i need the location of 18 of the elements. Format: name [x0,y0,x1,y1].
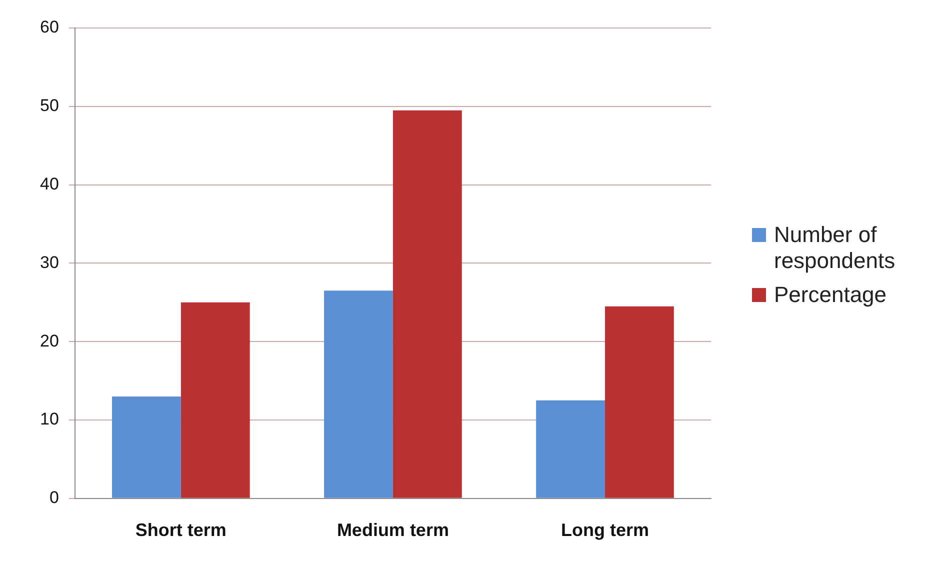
x-tick-label: Long term [560,520,649,540]
bar [112,396,181,498]
y-tick-label: 60 [40,18,59,37]
bar [392,110,462,498]
bar [536,400,605,498]
bar [604,306,674,498]
y-tick-label: 0 [49,488,59,508]
y-tick-label: 50 [40,96,59,116]
y-tick-label: 40 [40,174,59,194]
x-tick-label: Medium term [336,520,449,540]
x-tick-label: Short term [135,520,226,540]
legend-label: Percentage [774,282,887,308]
legend-label: Number of respondents [774,222,896,274]
y-tick-label: 30 [40,252,59,272]
y-tick-label: 10 [40,410,59,429]
y-tick-label: 20 [40,331,59,350]
bar [180,302,250,498]
bar [324,290,393,498]
